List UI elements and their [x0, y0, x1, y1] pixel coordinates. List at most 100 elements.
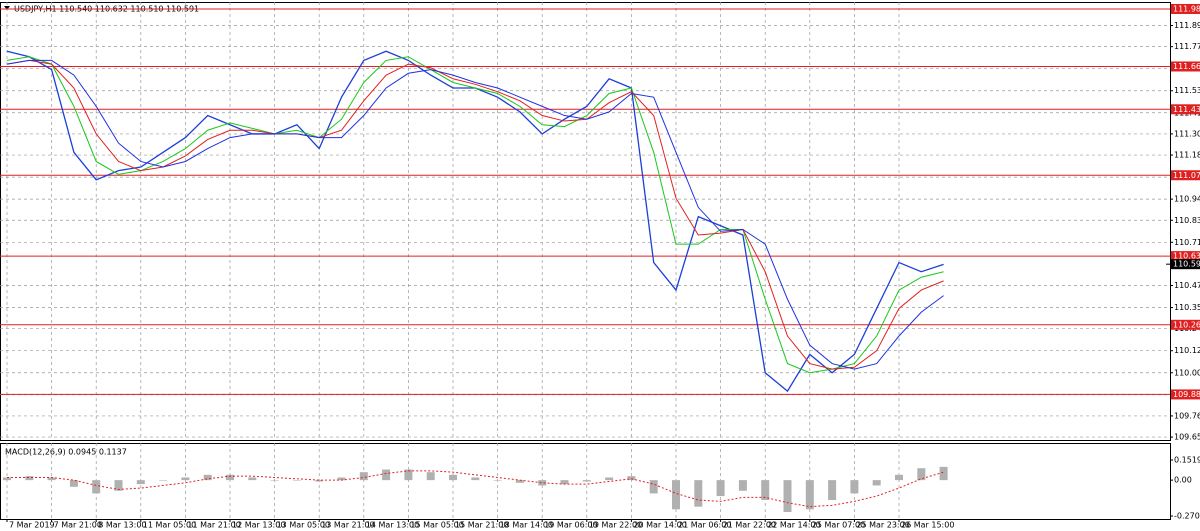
- level-tag: [1171, 3, 1200, 14]
- y-tick-label: -0.2706: [1174, 512, 1200, 521]
- y-tick-label: 110.945: [1174, 195, 1200, 204]
- y-tick-label: 109.765: [1174, 411, 1200, 420]
- main-panel: [0, 2, 1171, 441]
- level-label: 111.434: [1173, 105, 1200, 114]
- macd-bar: [649, 480, 658, 494]
- macd-bar: [828, 480, 837, 501]
- macd-bar: [605, 477, 614, 481]
- x-tick-label: 25 Mar 07:00: [812, 521, 865, 530]
- macd-bar: [493, 480, 502, 481]
- x-tick-label: 20 Mar 14:00: [633, 521, 686, 530]
- macd-bar: [515, 480, 524, 483]
- x-tick-label: 18 Mar 14:00: [500, 521, 553, 530]
- macd-bar: [226, 474, 234, 481]
- x-tick-label: 15 Mar 05:00: [410, 521, 463, 530]
- level-tag: [1171, 104, 1200, 115]
- macd-bar: [694, 480, 703, 507]
- macd-bar: [672, 480, 680, 510]
- macd-bar: [159, 480, 168, 481]
- level-label: 111.980: [1173, 4, 1200, 13]
- y-tick-label: 110.710: [1174, 238, 1200, 247]
- macd-bar: [560, 480, 569, 485]
- macd-title: MACD(12,26,9) 0.0945 0.1137: [5, 448, 127, 457]
- macd-bar: [203, 474, 212, 481]
- x-tick-label: 19 Mar 06:00: [544, 521, 597, 530]
- macd-bar: [805, 480, 814, 510]
- macd-bar: [917, 468, 926, 481]
- macd-bar: [181, 477, 190, 481]
- x-tick-label: 13 Mar 05:00: [277, 521, 330, 530]
- y-tick-label: 111.775: [1174, 42, 1200, 51]
- macd-bar: [270, 480, 279, 481]
- level-label: 111.667: [1173, 62, 1200, 71]
- x-tick-label: 11 Mar 05:00: [143, 521, 196, 530]
- level-tag: [1171, 61, 1200, 72]
- current-price-label: 110.591: [1173, 260, 1200, 269]
- y-tick-label: 110.355: [1174, 303, 1200, 312]
- x-tick-label: 15 Mar 21:00: [455, 521, 508, 530]
- macd-bar: [136, 480, 145, 485]
- current-price-tag: [1171, 259, 1200, 270]
- macd-bar: [292, 480, 301, 481]
- macd-bar: [872, 480, 881, 486]
- macd-bar: [404, 469, 413, 481]
- macd-bar: [3, 477, 11, 481]
- macd-bar: [582, 480, 591, 482]
- macd-bar: [850, 480, 859, 494]
- level-tag: [1171, 251, 1200, 262]
- ma-line: [6, 56, 944, 374]
- x-tick-label: 26 Mar 15:00: [901, 521, 954, 530]
- x-tick-label: 8 Mar 13:00: [98, 521, 146, 530]
- macd-bar: [248, 477, 257, 481]
- y-tick-label: 111.535: [1174, 86, 1200, 95]
- macd-bar: [426, 472, 435, 481]
- macd-bar: [114, 480, 123, 491]
- x-tick-label: 14 Mar 13:00: [366, 521, 419, 530]
- level-tag: [1171, 389, 1200, 400]
- y-tick-label: 111.185: [1174, 151, 1200, 160]
- x-tick-label: 13 Mar 21:00: [321, 521, 374, 530]
- level-tag: [1171, 170, 1200, 181]
- macd-bar: [449, 474, 457, 481]
- y-tick-label: 110.475: [1174, 281, 1200, 290]
- level-label: 110.635: [1173, 252, 1200, 261]
- macd-bar: [783, 480, 792, 512]
- x-tick-label: 22 Mar 14:00: [767, 521, 820, 530]
- macd-bar: [939, 466, 948, 481]
- macd-bar: [538, 480, 547, 486]
- y-tick-label: 0.00: [1174, 476, 1192, 485]
- macd-bar: [761, 480, 770, 501]
- x-tick-label: 11 Mar 21:00: [187, 521, 240, 530]
- macd-panel: [0, 443, 1171, 520]
- macd-bar: [92, 480, 101, 494]
- x-tick-label: 19 Mar 22:00: [589, 521, 642, 530]
- y-tick-label: 110.000: [1174, 368, 1200, 377]
- level-tag: [1171, 319, 1200, 330]
- ma-line: [6, 59, 944, 370]
- y-tick-label: 110.120: [1174, 346, 1200, 355]
- y-tick-label: 110.830: [1174, 216, 1200, 225]
- macd-bar: [47, 477, 56, 481]
- level-label: 111.075: [1173, 171, 1200, 180]
- x-tick-label: 21 Mar 22:00: [723, 521, 776, 530]
- macd-bar: [716, 480, 725, 497]
- macd-bar: [69, 480, 78, 487]
- y-tick-label: 111.890: [1174, 21, 1200, 30]
- x-tick-label: 25 Mar 23:00: [856, 521, 909, 530]
- macd-bar: [738, 480, 747, 491]
- x-tick-label: 21 Mar 06:00: [678, 521, 731, 530]
- level-label: 110.261: [1173, 320, 1200, 329]
- level-label: 109.882: [1173, 390, 1200, 399]
- macd-bar: [359, 472, 368, 481]
- macd-bar: [627, 476, 636, 481]
- signal-line: [7, 470, 944, 508]
- x-tick-label: 7 Mar 21:00: [54, 521, 102, 530]
- macd-bar: [382, 469, 391, 481]
- x-tick-label: 12 Mar 13:00: [232, 521, 285, 530]
- y-tick-label: 0.1519: [1174, 455, 1200, 464]
- macd-bar: [25, 476, 34, 481]
- macd-bar: [895, 474, 903, 481]
- macd-bar: [337, 477, 346, 481]
- macd-bar: [471, 477, 480, 481]
